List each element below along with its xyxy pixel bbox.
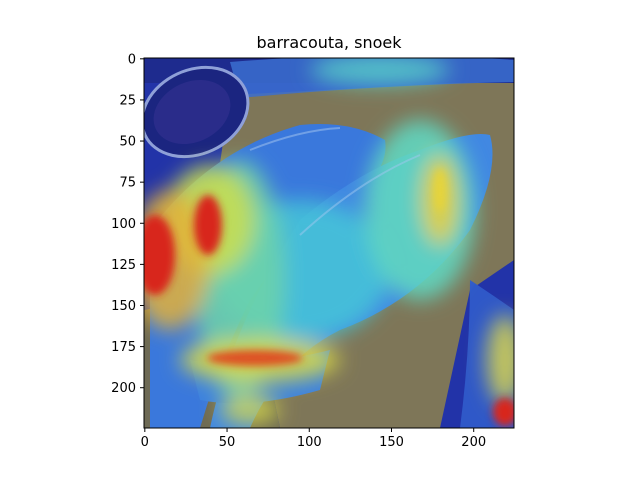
x-tick-label: 50: [219, 435, 236, 450]
heatmap-image: [144, 58, 514, 428]
y-tick-label: 200: [111, 381, 136, 396]
axes-frame: [143, 57, 515, 429]
x-tick-label: 100: [297, 435, 322, 450]
x-axis: 0 50 100 150 200: [141, 428, 486, 450]
y-tick-label: 150: [111, 299, 136, 314]
y-axis: 0 25 50 75 100 125 150 175 200: [111, 52, 144, 396]
y-tick-label: 175: [111, 340, 136, 355]
y-tick-label: 50: [119, 135, 136, 150]
plot-title: barracouta, snoek: [256, 33, 402, 52]
y-tick-label: 100: [111, 217, 136, 232]
x-tick-label: 150: [379, 435, 404, 450]
x-tick-label: 0: [141, 435, 149, 450]
x-tick-label: 200: [461, 435, 486, 450]
y-tick-label: 0: [128, 52, 136, 67]
y-tick-label: 25: [119, 93, 136, 108]
y-tick-label: 75: [119, 176, 136, 191]
y-tick-label: 125: [111, 258, 136, 273]
